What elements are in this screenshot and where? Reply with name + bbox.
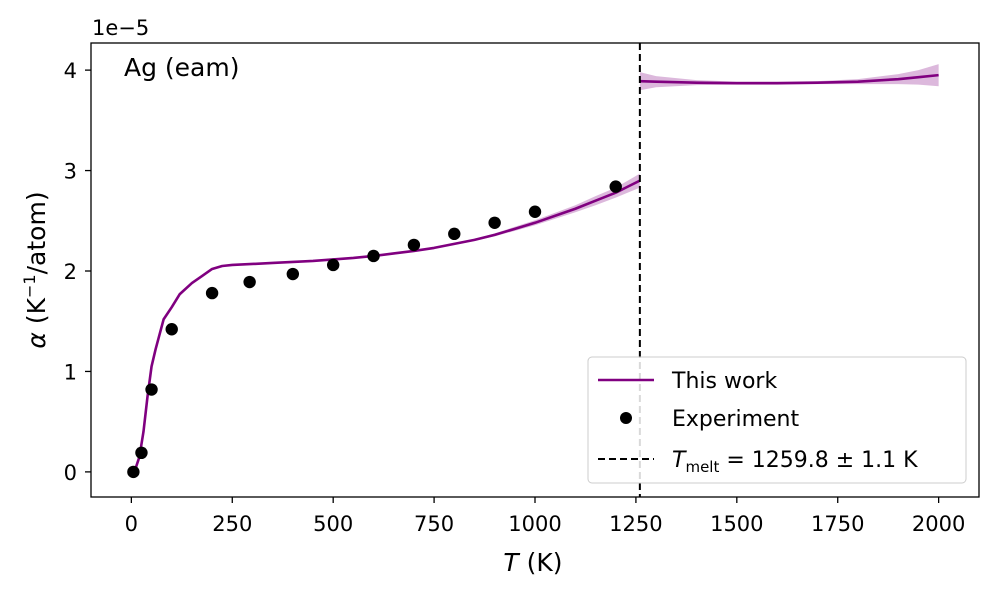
experiment-point	[135, 446, 148, 460]
chart-annotation: Ag (eam)	[124, 53, 239, 82]
y-offset-text: 1e−5	[92, 16, 149, 40]
y-axis-unit-sup: −1	[20, 274, 39, 298]
y-axis-unit-close: /atom)	[22, 191, 51, 274]
legend-label-this-work: This work	[671, 369, 777, 394]
x-tick-label: 1250	[609, 512, 662, 536]
experiment-point	[165, 323, 178, 336]
legend-tmelt-rest: = 1259.8 ± 1.1 K	[719, 448, 918, 473]
x-tick-label: 500	[313, 512, 353, 536]
model-lines	[130, 73, 939, 473]
experiment-point	[448, 227, 461, 241]
x-tick-label: 250	[212, 512, 252, 536]
legend: This work Experiment Tmelt = 1259.8 ± 1.…	[587, 356, 967, 484]
x-tick-label: 1500	[710, 512, 763, 536]
experiment-point	[286, 267, 300, 281]
x-axis-unit: (K)	[519, 548, 563, 577]
legend-marker-swatch	[620, 412, 632, 424]
experiment-point	[609, 180, 622, 193]
experiment-point	[326, 258, 340, 272]
y-axis-symbol: α	[22, 332, 51, 349]
y-tick-label: 3	[64, 160, 77, 184]
experiment-points	[127, 180, 622, 479]
y-axis-ticks: 0 1 2 3 4	[64, 59, 91, 485]
y-tick-label: 1	[64, 360, 77, 384]
experiment-point	[488, 216, 501, 229]
y-tick-label: 4	[64, 59, 77, 83]
experiment-point	[145, 383, 158, 396]
experiment-point	[243, 275, 256, 289]
x-tick-label: 1750	[811, 512, 864, 536]
legend-box	[587, 356, 967, 484]
y-tick-label: 0	[64, 461, 77, 485]
legend-label-experiment: Experiment	[672, 407, 799, 432]
experiment-point	[367, 249, 380, 263]
legend-label-tmelt: Tmelt = 1259.8 ± 1.1 K	[672, 448, 918, 476]
y-axis-unit-open: (K	[22, 297, 51, 332]
legend-tmelt-symbol: T	[672, 448, 687, 473]
x-axis-ticks: 0 250 500 750 1000 1250 1500 1750 2000	[125, 497, 965, 536]
experiment-point	[407, 238, 421, 252]
legend-tmelt-sub: melt	[685, 458, 719, 476]
experiment-point	[127, 465, 140, 479]
plot-area	[127, 43, 939, 497]
experiment-point	[528, 205, 542, 218]
this-work-line-segment-0	[130, 179, 641, 473]
x-tick-label: 1000	[508, 512, 561, 536]
experiment-point	[205, 286, 219, 300]
x-tick-label: 0	[125, 512, 138, 536]
x-tick-label: 750	[414, 512, 454, 536]
x-axis-title: T (K)	[503, 548, 562, 577]
x-axis-symbol: T	[503, 548, 520, 577]
x-tick-label: 2000	[912, 512, 965, 536]
y-tick-label: 2	[64, 260, 77, 284]
y-axis-title: α (K−1/atom)	[20, 191, 51, 348]
this-work-line-segment-1	[639, 73, 939, 85]
